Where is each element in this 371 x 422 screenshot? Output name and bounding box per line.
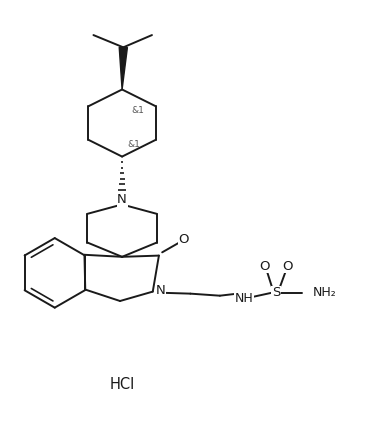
Text: NH₂: NH₂ <box>313 287 337 299</box>
Polygon shape <box>119 47 127 89</box>
Text: N: N <box>156 284 166 297</box>
Text: O: O <box>259 260 269 273</box>
Text: &1: &1 <box>131 106 144 115</box>
Text: O: O <box>283 260 293 273</box>
Text: N: N <box>117 193 127 206</box>
Text: &1: &1 <box>127 140 140 149</box>
Text: O: O <box>178 233 189 246</box>
Text: HCl: HCl <box>109 377 135 392</box>
Text: NH: NH <box>235 292 254 305</box>
Text: S: S <box>272 287 280 299</box>
